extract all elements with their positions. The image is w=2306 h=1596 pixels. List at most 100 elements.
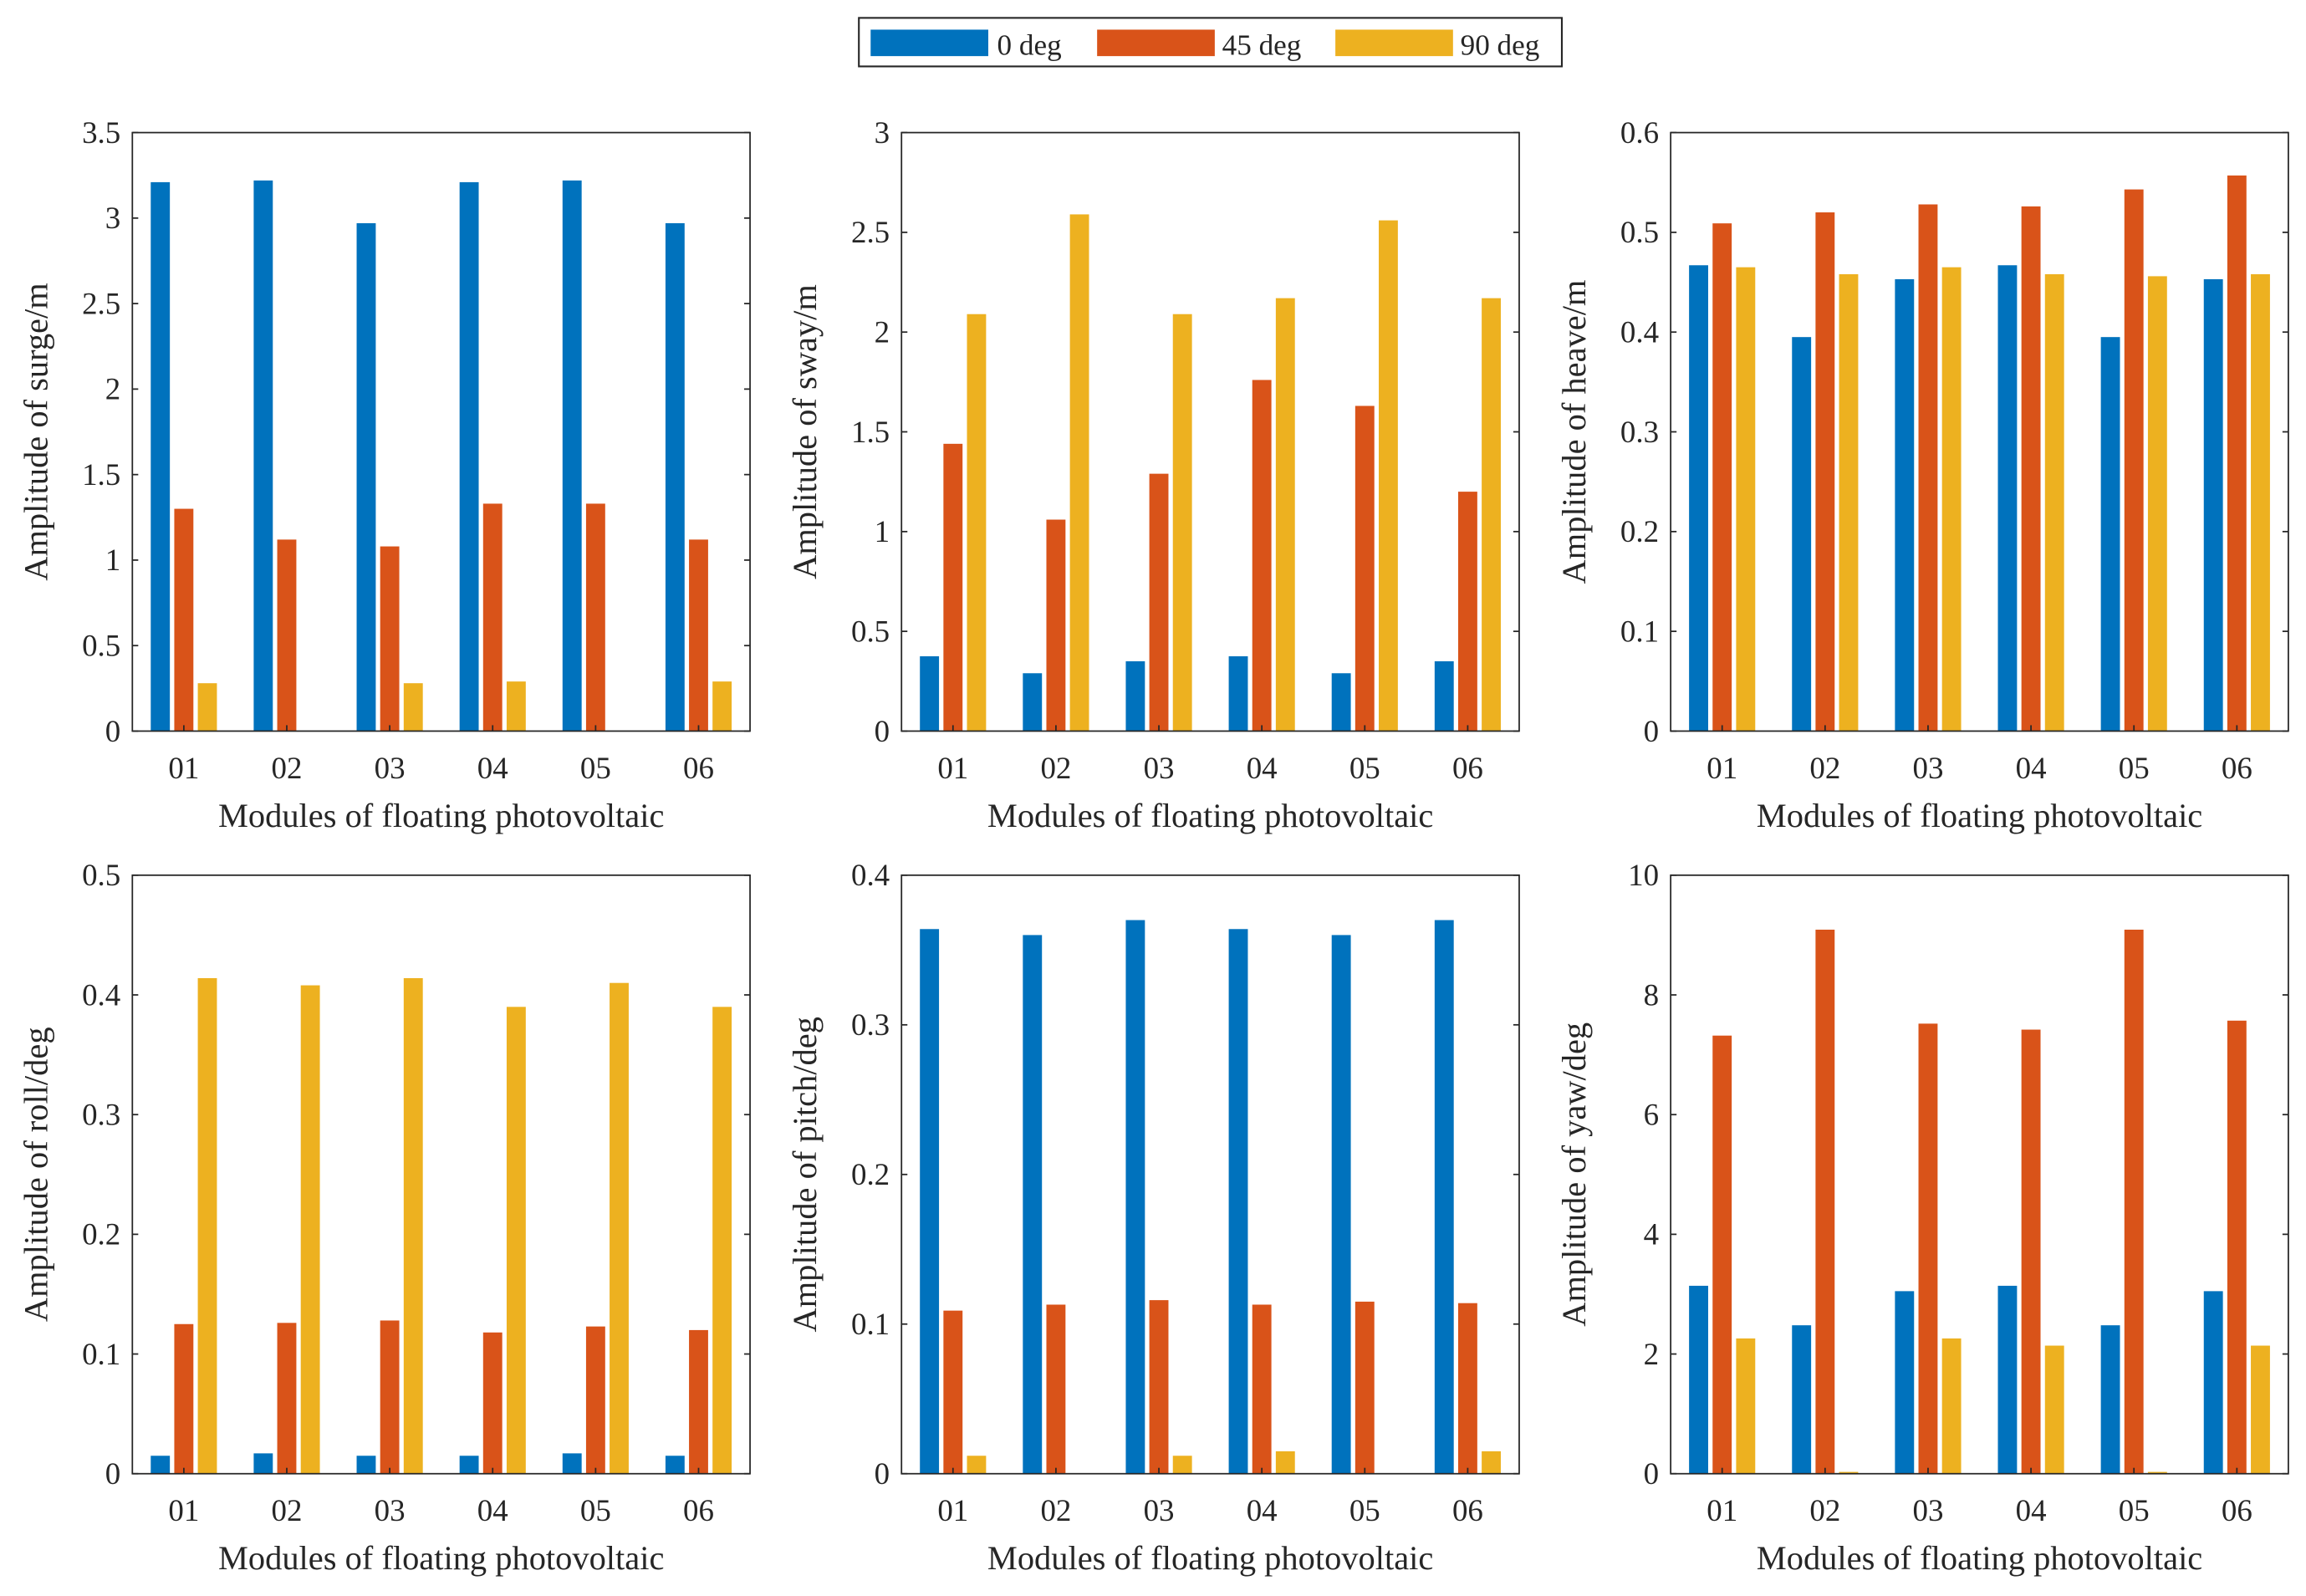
y-tick-label: 0 <box>875 714 890 748</box>
y-tick-label: 2.5 <box>851 215 890 249</box>
bar-45deg-06 <box>1457 1303 1477 1474</box>
bar-90deg-02 <box>1839 274 1859 732</box>
bar-0deg-04 <box>459 181 479 732</box>
bar-45deg-04 <box>2021 206 2041 732</box>
bar-90deg-05 <box>2147 1471 2167 1474</box>
bar-90deg-06 <box>1482 298 1501 732</box>
bar-45deg-04 <box>2021 1029 2041 1474</box>
y-tick-label: 1.5 <box>851 415 890 449</box>
axes-box <box>1670 874 2289 1475</box>
bar-90deg-03 <box>403 977 423 1474</box>
bar-90deg-06 <box>712 1007 732 1474</box>
x-tick-label: 05 <box>2119 1493 2150 1527</box>
bar-0deg-06 <box>1434 660 1454 732</box>
bar-45deg-05 <box>1355 405 1375 732</box>
bar-45deg-04 <box>1252 380 1272 732</box>
bar-45deg-04 <box>482 1332 503 1474</box>
y-tick-label: 0.3 <box>1620 415 1659 449</box>
x-tick-label: 02 <box>272 751 303 785</box>
legend-label-45deg: 45 deg <box>1222 28 1302 61</box>
bar-0deg-01 <box>920 929 940 1474</box>
bar-0deg-06 <box>665 222 685 732</box>
y-tick-label: 0 <box>875 1456 890 1491</box>
x-tick-label: 01 <box>937 1493 968 1527</box>
x-tick-label: 06 <box>683 751 714 785</box>
bar-90deg-04 <box>2044 1345 2064 1474</box>
bar-90deg-06 <box>712 681 732 732</box>
x-tick-label: 01 <box>1707 1493 1737 1527</box>
bar-0deg-05 <box>2100 1325 2120 1474</box>
y-tick-label: 0.4 <box>82 977 120 1012</box>
x-tick-label: 01 <box>1707 751 1737 785</box>
bar-0deg-04 <box>1997 265 2018 732</box>
bar-90deg-04 <box>1275 1451 1295 1474</box>
axes-box <box>131 131 751 732</box>
bar-45deg-01 <box>174 1323 194 1474</box>
bar-45deg-06 <box>2227 1020 2247 1474</box>
y-tick-label: 0.2 <box>851 1157 890 1191</box>
x-tick-label: 04 <box>2016 751 2047 785</box>
x-tick-label: 02 <box>1040 751 1071 785</box>
y-tick-label: 2 <box>1644 1337 1659 1371</box>
x-tick-label: 03 <box>1144 1493 1175 1527</box>
y-tick-label: 0.5 <box>82 858 120 892</box>
bar-0deg-02 <box>253 1453 273 1474</box>
bar-45deg-02 <box>1815 212 1835 732</box>
bar-45deg-05 <box>1355 1301 1375 1474</box>
x-tick-label: 02 <box>272 1493 303 1527</box>
y-tick-label: 0.3 <box>82 1098 120 1132</box>
y-tick-label: 0.5 <box>82 629 120 663</box>
bar-45deg-03 <box>380 546 400 732</box>
bar-45deg-05 <box>585 503 605 732</box>
y-tick-label: 0.2 <box>1620 514 1659 548</box>
bar-0deg-06 <box>2203 1291 2223 1474</box>
legend-label-90deg: 90 deg <box>1461 28 1540 61</box>
bar-0deg-01 <box>151 1456 171 1474</box>
subplot-3: 0 0.1 0.2 0.3 0.4 0.5 0.6 01 02 03 04 05 06 Modules o… <box>1555 115 2289 834</box>
y-tick-label: 0.1 <box>82 1337 120 1371</box>
bar-0deg-06 <box>1434 920 1454 1474</box>
bar-0deg-01 <box>1689 1285 1708 1474</box>
bar-0deg-04 <box>459 1456 479 1474</box>
bar-0deg-05 <box>2100 337 2120 732</box>
plot-area <box>901 874 1519 1474</box>
x-tick-label: 01 <box>168 751 199 785</box>
bar-90deg-01 <box>1736 267 1756 732</box>
y-tick-label: 0.6 <box>1620 115 1659 150</box>
bar-45deg-06 <box>2227 175 2247 732</box>
x-axis-label: Modules of floating photovoltaic <box>987 797 1433 834</box>
bar-90deg-01 <box>967 314 987 732</box>
x-tick-label: 04 <box>1247 751 1278 785</box>
y-tick-label: 0.3 <box>851 1007 890 1042</box>
y-axis-label: Amplitude of surge/m <box>17 283 54 580</box>
bar-90deg-01 <box>197 683 217 732</box>
x-tick-label: 06 <box>683 1493 714 1527</box>
x-tick-label: 04 <box>1247 1493 1278 1527</box>
x-tick-label: 02 <box>1040 1493 1071 1527</box>
legend-swatch-0deg <box>870 29 988 57</box>
x-axis-label: Modules of floating photovoltaic <box>218 1539 664 1577</box>
x-tick-label: 05 <box>580 751 611 785</box>
x-tick-label: 03 <box>1912 751 1943 785</box>
bar-45deg-02 <box>1815 929 1835 1474</box>
bar-45deg-06 <box>689 1329 708 1474</box>
bar-90deg-06 <box>2251 1345 2270 1474</box>
bar-90deg-04 <box>506 681 526 732</box>
bar-0deg-03 <box>1895 1291 1915 1474</box>
bar-0deg-02 <box>1792 1325 1812 1474</box>
x-tick-label: 05 <box>1349 1493 1380 1527</box>
y-axis-label: Amplitude of pitch/deg <box>786 1017 824 1332</box>
bar-45deg-05 <box>2124 929 2144 1474</box>
bar-0deg-03 <box>1125 920 1145 1474</box>
bar-0deg-02 <box>1792 337 1812 732</box>
y-tick-label: 0 <box>105 1456 120 1491</box>
y-tick-label: 10 <box>1628 858 1659 892</box>
bar-0deg-02 <box>1023 935 1043 1474</box>
subplot-1: 0 0.5 1 1.5 2 2.5 3 3.5 01 02 03 04 05 06 Modules of f… <box>17 115 751 834</box>
bar-90deg-04 <box>2044 274 2064 732</box>
bar-0deg-05 <box>562 180 582 732</box>
bar-90deg-03 <box>1172 314 1192 732</box>
x-tick-label: 03 <box>375 751 406 785</box>
plot-area <box>1671 874 2288 1474</box>
